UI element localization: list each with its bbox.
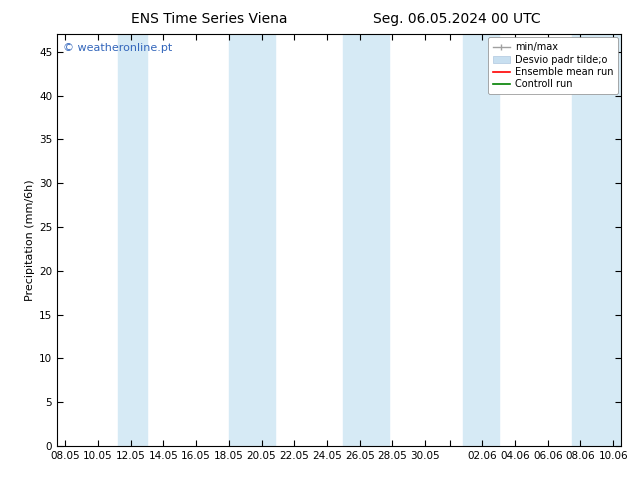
- Legend: min/max, Desvio padr tilde;o, Ensemble mean run, Controll run: min/max, Desvio padr tilde;o, Ensemble m…: [488, 37, 618, 94]
- Text: ENS Time Series Viena: ENS Time Series Viena: [131, 12, 287, 26]
- Bar: [229, 34, 275, 446]
- Bar: [463, 34, 499, 446]
- Y-axis label: Precipitation (mm/6h): Precipitation (mm/6h): [25, 179, 35, 301]
- Bar: [343, 34, 389, 446]
- Bar: [117, 34, 147, 446]
- Bar: [573, 34, 621, 446]
- Text: Seg. 06.05.2024 00 UTC: Seg. 06.05.2024 00 UTC: [373, 12, 540, 26]
- Text: © weatheronline.pt: © weatheronline.pt: [63, 43, 172, 52]
